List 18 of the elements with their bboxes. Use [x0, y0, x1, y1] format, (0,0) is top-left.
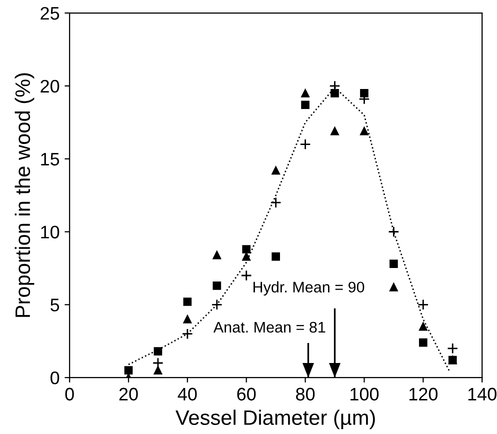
x-tick-label: 120 [409, 388, 438, 401]
x-tick-label: 40 [178, 388, 197, 401]
y-tick-label: 20 [40, 80, 60, 93]
x-tick-label: 0 [65, 388, 74, 401]
y-axis-title: Proportion in the wood (%) [14, 73, 34, 317]
x-axis-title: Vessel Diameter (µm) [176, 410, 375, 430]
y-tick-label: 10 [41, 226, 60, 238]
x-tick-label: 80 [296, 388, 315, 401]
x-tick-label: 20 [119, 388, 138, 401]
x-tick-label: 60 [237, 388, 256, 401]
ref-line-label: Hydr. Mean = 90 [254, 281, 364, 296]
ref-line-label: Anat. Mean = 81 [213, 322, 326, 333]
y-tick-label: 0 [50, 372, 60, 384]
x-tick-label: 140 [468, 388, 496, 401]
y-tick-label: 15 [41, 152, 60, 166]
y-tick-label: 5 [50, 298, 60, 312]
y-tick-label: 25 [40, 6, 60, 20]
x-tick-label: 100 [350, 388, 379, 401]
